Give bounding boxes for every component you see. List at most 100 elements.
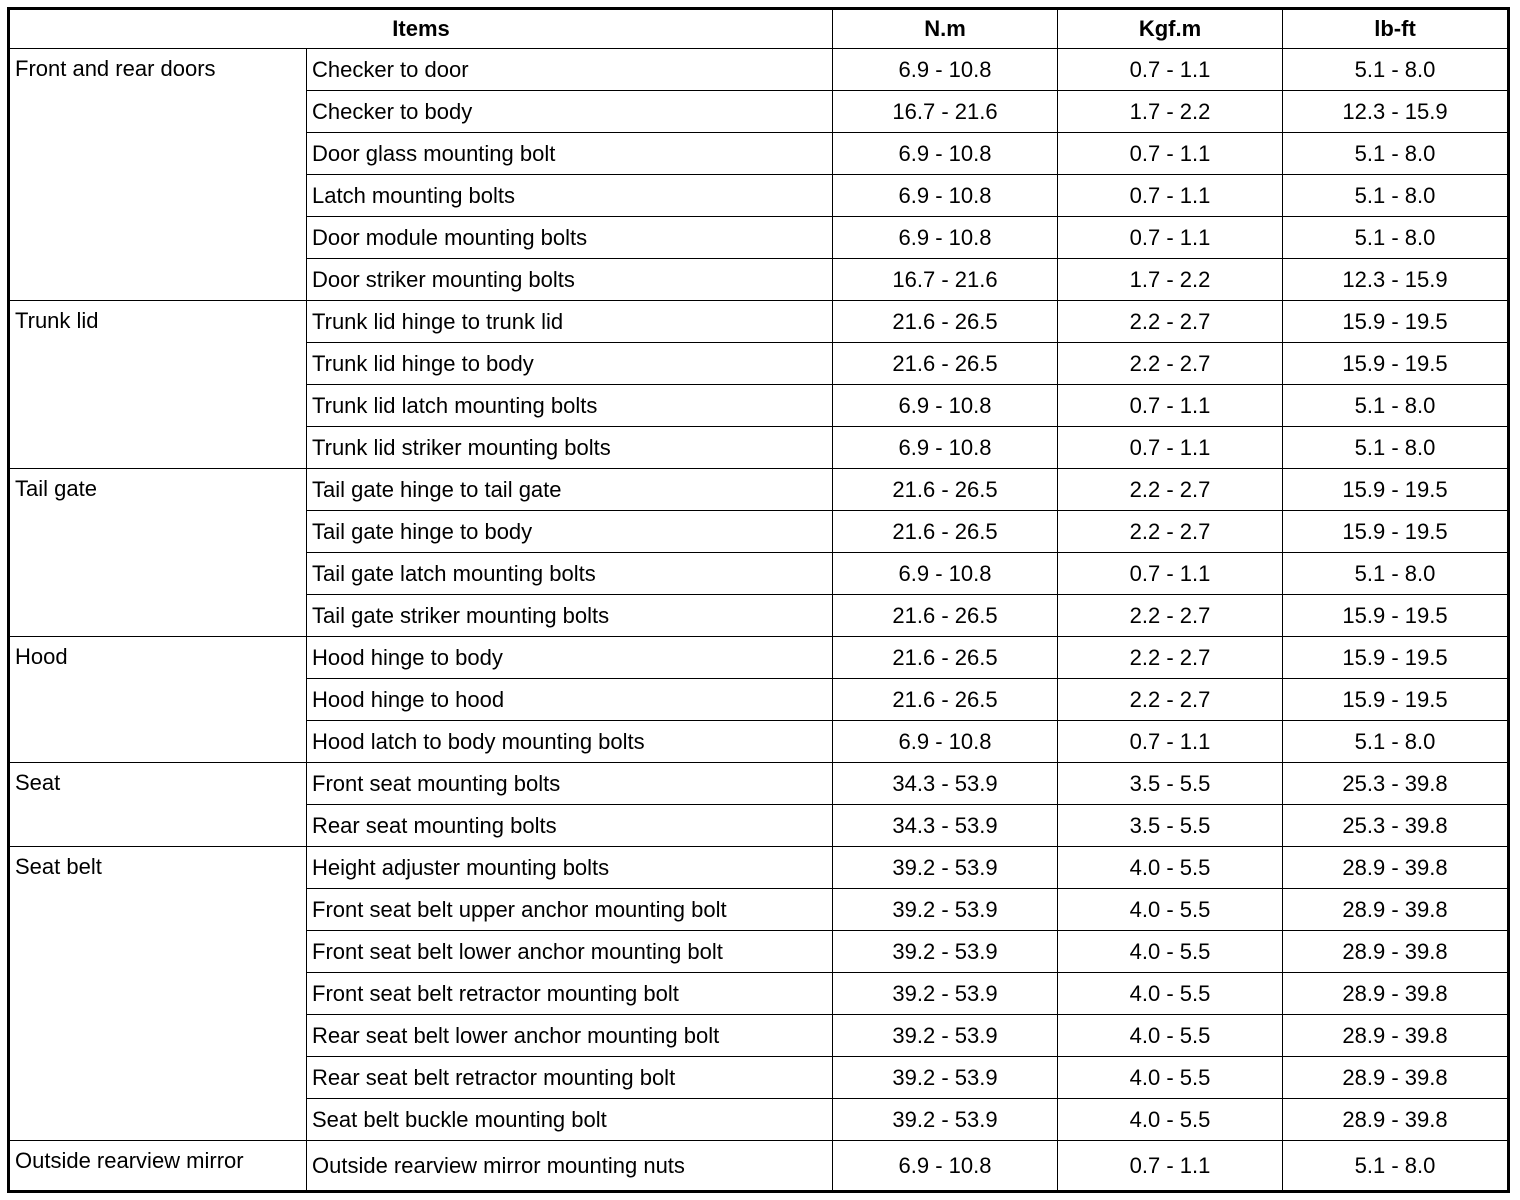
value-cell: 39.2 - 53.9	[832, 846, 1059, 890]
value-cell: 3.5 - 5.5	[1057, 804, 1284, 848]
table-header: Items N.m Kgf.m lb-ft	[7, 8, 1510, 49]
item-cell: Tail gate hinge to body	[305, 510, 834, 554]
table-row: Hood hinge to hood 21.6 - 26.5 2.2 - 2.7 15…	[9, 678, 1510, 722]
value-cell: 6.9 - 10.8	[832, 426, 1059, 470]
value-cell: 15.9 - 19.5	[1282, 510, 1510, 554]
value-cell: 5.1 - 8.0	[1282, 720, 1510, 764]
value-cell: 21.6 - 26.5	[832, 342, 1059, 386]
torque-table: Items N.m Kgf.m lb-ft Front and rear doo…	[7, 7, 1511, 1193]
value-cell: 2.2 - 2.7	[1057, 300, 1284, 344]
value-cell: 12.3 - 15.9	[1282, 90, 1510, 134]
item-cell: Checker to body	[305, 90, 834, 134]
item-cell: Trunk lid striker mounting bolts	[305, 426, 834, 470]
value-cell: 5.1 - 8.0	[1282, 174, 1510, 218]
value-cell: 39.2 - 53.9	[832, 930, 1059, 974]
item-cell: Front seat belt retractor mounting bolt	[305, 972, 834, 1016]
value-cell: 15.9 - 19.5	[1282, 342, 1510, 386]
group-cell: Front and rear doors	[8, 47, 307, 302]
table-row: Latch mounting bolts 6.9 - 10.8 0.7 - 1.1 5…	[9, 174, 1510, 218]
group-cell: Trunk lid	[8, 300, 307, 470]
value-cell: 4.0 - 5.5	[1057, 1056, 1284, 1100]
value-cell: 12.3 - 15.9	[1282, 258, 1510, 302]
item-cell: Trunk lid latch mounting bolts	[305, 384, 834, 428]
value-cell: 39.2 - 53.9	[832, 1098, 1059, 1142]
value-cell: 34.3 - 53.9	[832, 762, 1059, 806]
table-body: Front and rear doors Checker to door 6.9 -…	[8, 47, 1510, 1192]
value-cell: 0.7 - 1.1	[1057, 426, 1284, 470]
value-cell: 0.7 - 1.1	[1057, 552, 1284, 596]
value-cell: 0.7 - 1.1	[1057, 132, 1284, 176]
value-cell: 5.1 - 8.0	[1282, 132, 1510, 176]
item-cell: Door module mounting bolts	[305, 216, 834, 260]
value-cell: 2.2 - 2.7	[1057, 636, 1284, 680]
value-cell: 4.0 - 5.5	[1057, 972, 1284, 1016]
item-cell: Front seat belt lower anchor mounting bo…	[305, 930, 834, 974]
value-cell: 6.9 - 10.8	[832, 720, 1059, 764]
item-cell: Tail gate latch mounting bolts	[305, 552, 834, 596]
table-row: Outside rearview mirror Outside rearview …	[8, 1140, 1510, 1192]
group-cell: Tail gate	[8, 468, 307, 638]
table-row: Front seat belt retractor mounting bolt 3…	[9, 972, 1510, 1016]
item-cell: Rear seat belt lower anchor mounting bol…	[305, 1014, 834, 1058]
item-cell: Latch mounting bolts	[305, 174, 834, 218]
value-cell: 3.5 - 5.5	[1057, 762, 1284, 806]
value-cell: 28.9 - 39.8	[1282, 1098, 1510, 1142]
value-cell: 39.2 - 53.9	[832, 1056, 1059, 1100]
header-cell: Kgf.m	[1057, 8, 1284, 49]
item-cell: Seat belt buckle mounting bolt	[305, 1098, 834, 1142]
value-cell: 5.1 - 8.0	[1282, 426, 1510, 470]
item-cell: Tail gate striker mounting bolts	[305, 594, 834, 638]
value-cell: 5.1 - 8.0	[1282, 552, 1510, 596]
value-cell: 21.6 - 26.5	[832, 300, 1059, 344]
value-cell: 0.7 - 1.1	[1057, 384, 1284, 428]
item-cell: Hood latch to body mounting bolts	[305, 720, 834, 764]
value-cell: 6.9 - 10.8	[832, 1140, 1059, 1192]
value-cell: 5.1 - 8.0	[1282, 1140, 1510, 1192]
table-row: Trunk lid hinge to body 21.6 - 26.5 2.2 - …	[9, 342, 1510, 386]
value-cell: 21.6 - 26.5	[832, 510, 1059, 554]
value-cell: 39.2 - 53.9	[832, 1014, 1059, 1058]
group-cell: Hood	[8, 636, 307, 764]
table-row: Door module mounting bolts 6.9 - 10.8 0.7 …	[9, 216, 1510, 260]
value-cell: 28.9 - 39.8	[1282, 972, 1510, 1016]
value-cell: 4.0 - 5.5	[1057, 1098, 1284, 1142]
item-cell: Door glass mounting bolt	[305, 132, 834, 176]
value-cell: 21.6 - 26.5	[832, 594, 1059, 638]
table-row: Tail gate latch mounting bolts 6.9 - 10.8…	[9, 552, 1510, 596]
value-cell: 0.7 - 1.1	[1057, 174, 1284, 218]
value-cell: 21.6 - 26.5	[832, 678, 1059, 722]
value-cell: 0.7 - 1.1	[1057, 720, 1284, 764]
item-cell: Hood hinge to body	[305, 636, 834, 680]
value-cell: 2.2 - 2.7	[1057, 468, 1284, 512]
table-row: Tail gate striker mounting bolts 21.6 - 2…	[9, 594, 1510, 638]
group-cell: Seat	[8, 762, 307, 848]
item-cell: Door striker mounting bolts	[305, 258, 834, 302]
value-cell: 34.3 - 53.9	[832, 804, 1059, 848]
value-cell: 25.3 - 39.8	[1282, 762, 1510, 806]
item-cell: Tail gate hinge to tail gate	[305, 468, 834, 512]
value-cell: 25.3 - 39.8	[1282, 804, 1510, 848]
value-cell: 15.9 - 19.5	[1282, 468, 1510, 512]
value-cell: 28.9 - 39.8	[1282, 888, 1510, 932]
table-row: Seat belt buckle mounting bolt 39.2 - 53.…	[9, 1098, 1510, 1142]
value-cell: 1.7 - 2.2	[1057, 90, 1284, 134]
group-cell: Outside rearview mirror	[8, 1140, 307, 1192]
value-cell: 4.0 - 5.5	[1057, 1014, 1284, 1058]
value-cell: 4.0 - 5.5	[1057, 846, 1284, 890]
value-cell: 5.1 - 8.0	[1282, 384, 1510, 428]
value-cell: 5.1 - 8.0	[1282, 47, 1510, 92]
value-cell: 15.9 - 19.5	[1282, 636, 1510, 680]
value-cell: 16.7 - 21.6	[832, 258, 1059, 302]
value-cell: 6.9 - 10.8	[832, 174, 1059, 218]
value-cell: 6.9 - 10.8	[832, 552, 1059, 596]
item-cell: Rear seat belt retractor mounting bolt	[305, 1056, 834, 1100]
group-cell: Seat belt	[8, 846, 307, 1142]
value-cell: 28.9 - 39.8	[1282, 846, 1510, 890]
table-row: Trunk lid Trunk lid hinge to trunk lid 21.…	[8, 300, 1510, 470]
value-cell: 21.6 - 26.5	[832, 468, 1059, 512]
value-cell: 28.9 - 39.8	[1282, 1014, 1510, 1058]
value-cell: 2.2 - 2.7	[1057, 594, 1284, 638]
header-cell: Items	[7, 8, 834, 49]
value-cell: 28.9 - 39.8	[1282, 930, 1510, 974]
